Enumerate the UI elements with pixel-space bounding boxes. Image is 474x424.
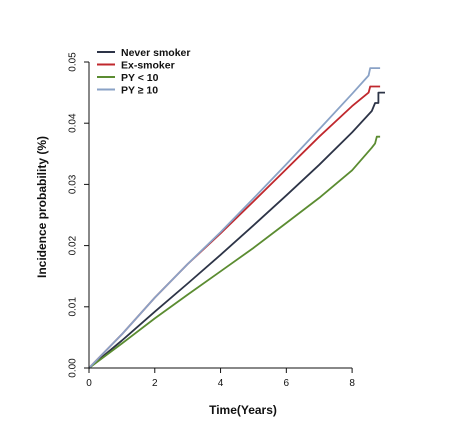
y-tick-label: 0.04 [68, 113, 79, 133]
series-line-2 [88, 135, 381, 369]
y-tick-label: 0.02 [68, 235, 79, 255]
axes: 0 2 4 6 8 0.00 0.01 0.02 0.03 0.04 0.05 [68, 52, 356, 389]
y-axis-title: Incidence probability (%) [35, 136, 49, 278]
y-tick-label: 0.03 [68, 174, 79, 194]
x-tick-label: 4 [218, 378, 224, 389]
legend-label: Ex-smoker [121, 59, 175, 71]
x-tick-label: 0 [86, 378, 92, 389]
series-line-1 [88, 85, 381, 369]
y-tick-label: 0.01 [68, 297, 79, 317]
x-tick-label: 6 [284, 378, 290, 389]
x-tick-label: 2 [152, 378, 158, 389]
series-line-0 [88, 91, 385, 369]
y-tick-label: 0.00 [68, 358, 79, 378]
x-axis-title: Time(Years) [209, 403, 277, 417]
series-line-3 [88, 67, 381, 369]
series-lines [88, 67, 385, 369]
legend-label: PY ≥ 10 [121, 84, 158, 96]
x-tick-label: 8 [349, 378, 355, 389]
legend-label: PY < 10 [121, 72, 159, 84]
legend-label: Never smoker [121, 47, 190, 59]
y-tick-label: 0.05 [68, 52, 79, 72]
